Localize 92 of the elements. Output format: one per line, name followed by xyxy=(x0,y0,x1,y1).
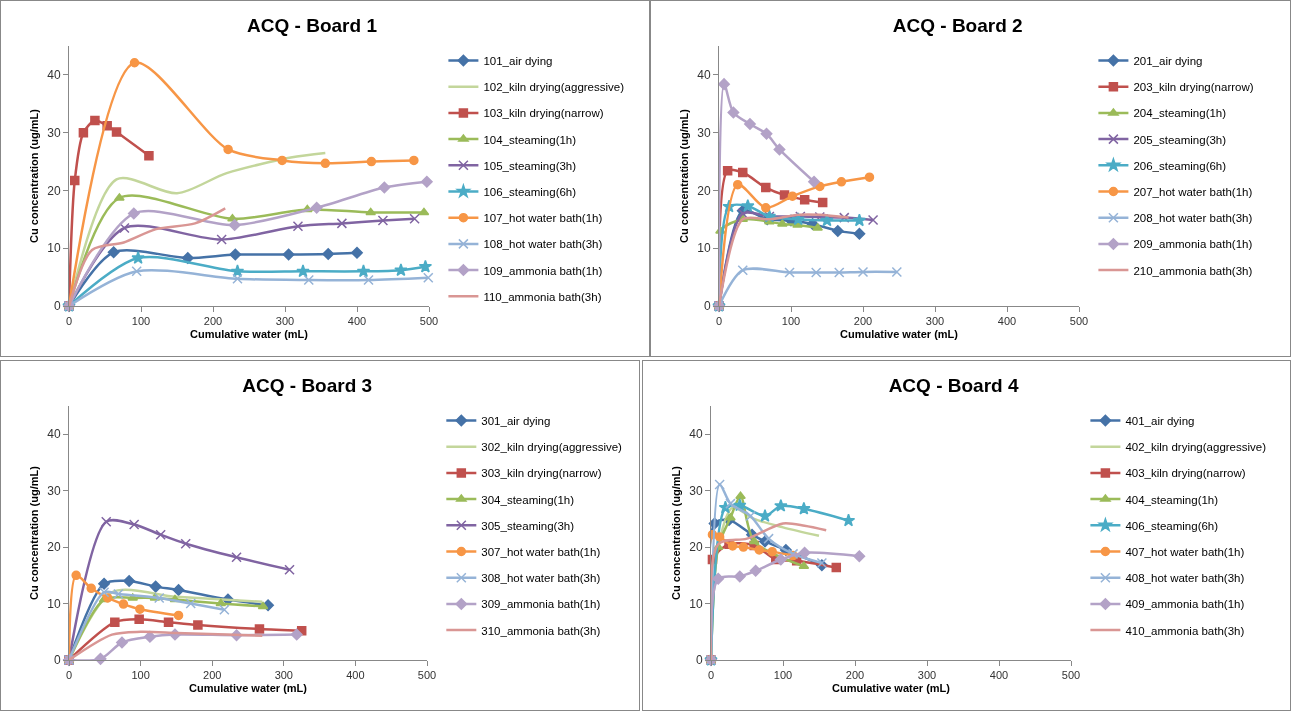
y-tick-label: 20 xyxy=(47,540,61,555)
legend-label: 205_steaming(3h) xyxy=(1133,133,1227,146)
y-axis-title: Cu concentration (ug/mL) xyxy=(27,108,40,243)
legend-label: 304_steaming(1h) xyxy=(481,493,575,506)
x-tick-label: 500 xyxy=(417,669,437,682)
y-tick-label: 0 xyxy=(53,653,61,668)
legend-label: 308_hot water bath(3h) xyxy=(481,572,601,585)
x-tick-label: 0 xyxy=(715,315,723,328)
legend-label: 409_ammonia bath(1h) xyxy=(1125,598,1245,611)
legend-label: 406_steaming(6h) xyxy=(1125,519,1219,532)
x-tick-label: 300 xyxy=(274,669,293,682)
y-axis-title: Cu concentration (ug/mL) xyxy=(669,465,682,600)
legend-label: 404_steaming(1h) xyxy=(1125,493,1219,506)
legend-label: 309_ammonia bath(1h) xyxy=(481,598,601,611)
legend-label: 209_ammonia bath(1h) xyxy=(1133,238,1253,251)
y-tick-label: 30 xyxy=(689,483,703,498)
x-tick-label: 400 xyxy=(347,315,367,328)
legend-label: 403_kiln drying(narrow) xyxy=(1125,467,1246,480)
legend-label: 104_steaming(1h) xyxy=(483,133,577,146)
x-tick-label: 100 xyxy=(131,669,150,682)
y-tick-label: 20 xyxy=(47,183,61,198)
legend-label: 303_kiln drying(narrow) xyxy=(481,467,602,480)
legend-label: 208_hot water bath(3h) xyxy=(1133,212,1253,225)
legend-label: 103_kiln drying(narrow) xyxy=(483,107,604,120)
legend-label: 110_ammonia bath(3h) xyxy=(483,290,602,303)
x-axis-title: Cumulative water (mL) xyxy=(190,328,309,341)
y-axis-title: Cu concentration (ug/mL) xyxy=(27,465,40,600)
legend-label: 410_ammonia bath(3h) xyxy=(1125,624,1245,637)
x-tick-label: 500 xyxy=(419,315,439,328)
x-tick-label: 200 xyxy=(203,669,222,682)
y-tick-label: 0 xyxy=(695,653,703,668)
x-tick-label: 400 xyxy=(346,669,365,682)
y-tick-label: 40 xyxy=(689,427,703,442)
x-tick-label: 0 xyxy=(65,315,73,328)
legend-label: 206_steaming(6h) xyxy=(1133,159,1227,172)
x-tick-label: 0 xyxy=(65,669,73,682)
legend-label: 408_hot water bath(3h) xyxy=(1125,572,1245,585)
y-tick-label: 20 xyxy=(697,183,711,198)
chart-title: ACQ - Board 1 xyxy=(247,15,378,37)
y-tick-label: 10 xyxy=(689,596,703,611)
x-tick-label: 300 xyxy=(925,315,945,328)
y-tick-label: 0 xyxy=(53,299,61,314)
legend-label: 210_ammonia bath(3h) xyxy=(1133,264,1253,277)
y-tick-label: 0 xyxy=(703,299,711,314)
legend-label: 203_kiln drying(narrow) xyxy=(1133,81,1254,94)
chart-title: ACQ - Board 4 xyxy=(888,375,1019,397)
legend-label: 301_air dying xyxy=(481,414,551,427)
y-tick-label: 40 xyxy=(697,68,711,83)
legend-label: 109_ammonia bath(1h) xyxy=(483,264,603,277)
x-tick-label: 500 xyxy=(1069,315,1089,328)
x-tick-label: 100 xyxy=(773,669,793,682)
x-tick-label: 500 xyxy=(1061,669,1081,682)
x-tick-label: 200 xyxy=(845,669,865,682)
y-tick-label: 20 xyxy=(689,540,703,555)
legend-label: 401_air dying xyxy=(1125,414,1195,427)
legend-label: 107_hot water bath(1h) xyxy=(483,212,603,225)
legend-label: 201_air dying xyxy=(1133,54,1203,67)
legend-label: 106_steaming(6h) xyxy=(483,185,577,198)
x-tick-label: 200 xyxy=(853,315,873,328)
y-tick-label: 40 xyxy=(47,68,61,83)
chart-title: ACQ - Board 2 xyxy=(892,15,1023,37)
legend-label: 105_steaming(3h) xyxy=(483,159,577,172)
legend-label: 305_steaming(3h) xyxy=(481,519,575,532)
x-tick-label: 100 xyxy=(131,315,151,328)
legend-label: 402_kiln drying(aggressive) xyxy=(1125,441,1267,454)
y-tick-label: 10 xyxy=(47,241,61,256)
y-tick-label: 30 xyxy=(697,125,711,140)
legend-label: 204_steaming(1h) xyxy=(1133,107,1227,120)
x-axis-title: Cumulative water (mL) xyxy=(189,682,308,695)
chart-title: ACQ - Board 3 xyxy=(242,375,373,397)
legend-label: 101_air dying xyxy=(483,54,553,67)
x-tick-label: 300 xyxy=(275,315,295,328)
legend-label: 207_hot water bath(1h) xyxy=(1133,185,1253,198)
legend-label: 108_hot water bath(3h) xyxy=(483,238,603,251)
y-tick-label: 30 xyxy=(47,483,61,498)
y-tick-label: 40 xyxy=(47,427,61,442)
x-axis-title: Cumulative water (mL) xyxy=(832,682,951,695)
legend-label: 302_kiln drying(aggressive) xyxy=(481,441,623,454)
legend-label: 310_ammonia bath(3h) xyxy=(481,624,601,637)
y-tick-label: 30 xyxy=(47,125,61,140)
x-tick-label: 300 xyxy=(917,669,937,682)
x-tick-label: 200 xyxy=(203,315,223,328)
x-axis-title: Cumulative water (mL) xyxy=(840,328,959,341)
legend-label: 407_hot water bath(1h) xyxy=(1125,545,1245,558)
legend-label: 307_hot water bath(1h) xyxy=(481,545,601,558)
x-tick-label: 400 xyxy=(997,315,1017,328)
y-tick-label: 10 xyxy=(697,241,711,256)
legend-label: 102_kiln drying(aggressive) xyxy=(483,81,625,94)
x-tick-label: 400 xyxy=(989,669,1009,682)
y-axis-title: Cu concentration (ug/mL) xyxy=(677,108,690,243)
x-tick-label: 100 xyxy=(781,315,801,328)
y-tick-label: 10 xyxy=(47,596,61,611)
